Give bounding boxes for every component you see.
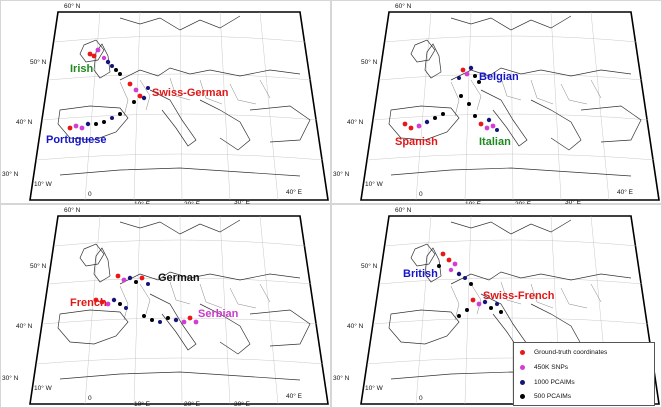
label-french: French [70,297,107,309]
lat-tick-50: 50° N [30,58,47,66]
lat-tick-40: 40° N [16,118,33,126]
legend-label: Ground-truth coordinates [534,348,608,356]
label-swiss-german: Swiss-German [152,87,229,99]
lat-tick-50: 50° N [30,262,47,270]
lon-tick-30e: 30° E [234,400,251,408]
lon-tick-30e: 30° E [234,198,251,204]
legend-swatch [520,349,525,355]
lon-tick-0: 0 [88,395,92,402]
country-borders [450,281,602,321]
lat-tick-50: 50° N [361,262,378,270]
lon-tick-20e: 20° E [515,200,532,204]
lon-tick-40e: 40° E [286,188,303,196]
lon-tick-10e: 10° E [134,400,151,408]
lat-tick-40: 40° N [347,118,364,126]
country-borders [119,77,271,117]
label-british: British [403,268,438,280]
legend-item-450k-snps: 450K SNPs [520,361,568,373]
lat-tick-60: 60° N [64,206,81,214]
data-markers [67,47,150,131]
coastlines [57,15,311,177]
label-german: German [158,272,200,284]
legend-swatch [520,393,525,399]
label-belgian: Belgian [479,71,519,83]
lon-tick-20e: 20° E [184,200,201,204]
map-frame [29,215,329,405]
lon-tick-0: 0 [88,191,92,198]
lat-tick-40: 40° N [347,322,364,330]
graticule [35,11,325,201]
country-borders [119,281,271,321]
data-markers [93,273,199,325]
lon-tick-20e: 20° E [184,400,201,408]
label-portuguese: Portuguese [46,134,107,146]
legend-item-500-pcaims: 500 PCAIMs [520,390,571,402]
lon-tick-30e: 30° E [565,198,582,204]
lat-tick-60: 60° N [64,2,81,10]
legend-swatch [520,364,525,370]
lon-tick-40e: 40° E [286,392,303,400]
lat-tick-30: 30° N [333,374,350,382]
label-irish: Irish [70,63,94,75]
lat-tick-30: 30° N [333,170,350,178]
lon-tick-10w: 10° W [365,384,384,392]
legend-swatch [520,379,525,385]
coastlines [388,15,642,177]
graticule [366,11,656,201]
country-borders [450,77,602,117]
data-markers [402,65,499,132]
legend-label: 1000 PCAIMs [534,378,575,386]
lon-tick-40e: 40° E [617,188,634,196]
legend-item-1000-pcaims: 1000 PCAIMs [520,376,575,388]
label-swiss-french: Swiss-French [483,290,555,302]
legend-label: 450K SNPs [534,363,569,371]
lat-tick-60: 60° N [395,2,412,10]
map-panel-irish-swiss-german-portuguese: 60° N 50° N 40° N 30° N 10° W 0 10° E 20… [0,0,331,204]
map-svg: 60° N 50° N 40° N 30° N 10° W 0 10° E 20… [0,0,331,204]
data-markers [437,251,503,318]
map-legend: Ground-truth coordinates 450K SNPs 1000 … [513,342,655,406]
legend-item-ground-truth: Ground-truth coordinates [520,346,607,358]
lat-tick-30: 30° N [2,170,19,178]
graticule [35,215,325,405]
legend-label: 500 PCAIMs [534,392,572,400]
lon-tick-0: 0 [419,191,423,198]
lat-tick-60: 60° N [395,206,412,214]
lat-tick-40: 40° N [16,322,33,330]
label-serbian: Serbian [198,308,239,320]
map-frame [360,11,660,201]
lat-tick-30: 30° N [2,374,19,382]
lon-tick-10w: 10° W [34,180,53,188]
map-svg: 60° N 50° N 40° N 30° N 10° W 0 10° E 20… [331,0,662,204]
label-spanish: Spanish [395,136,438,148]
lon-tick-10e: 10° E [134,200,151,204]
map-svg: 60° N 50° N 40° N 30° N 10° W 0 10° E 20… [0,204,331,408]
label-italian: Italian [479,136,511,148]
lon-tick-10w: 10° W [34,384,53,392]
lon-tick-10w: 10° W [365,180,384,188]
lat-tick-50: 50° N [361,58,378,66]
lon-tick-0: 0 [419,395,423,402]
map-panel-german-french-serbian: 60° N 50° N 40° N 30° N 10° W 0 10° E 20… [0,204,331,408]
map-panel-belgian-spanish-italian: 60° N 50° N 40° N 30° N 10° W 0 10° E 20… [331,0,662,204]
lon-tick-10e: 10° E [465,200,482,204]
coastlines [57,219,311,381]
